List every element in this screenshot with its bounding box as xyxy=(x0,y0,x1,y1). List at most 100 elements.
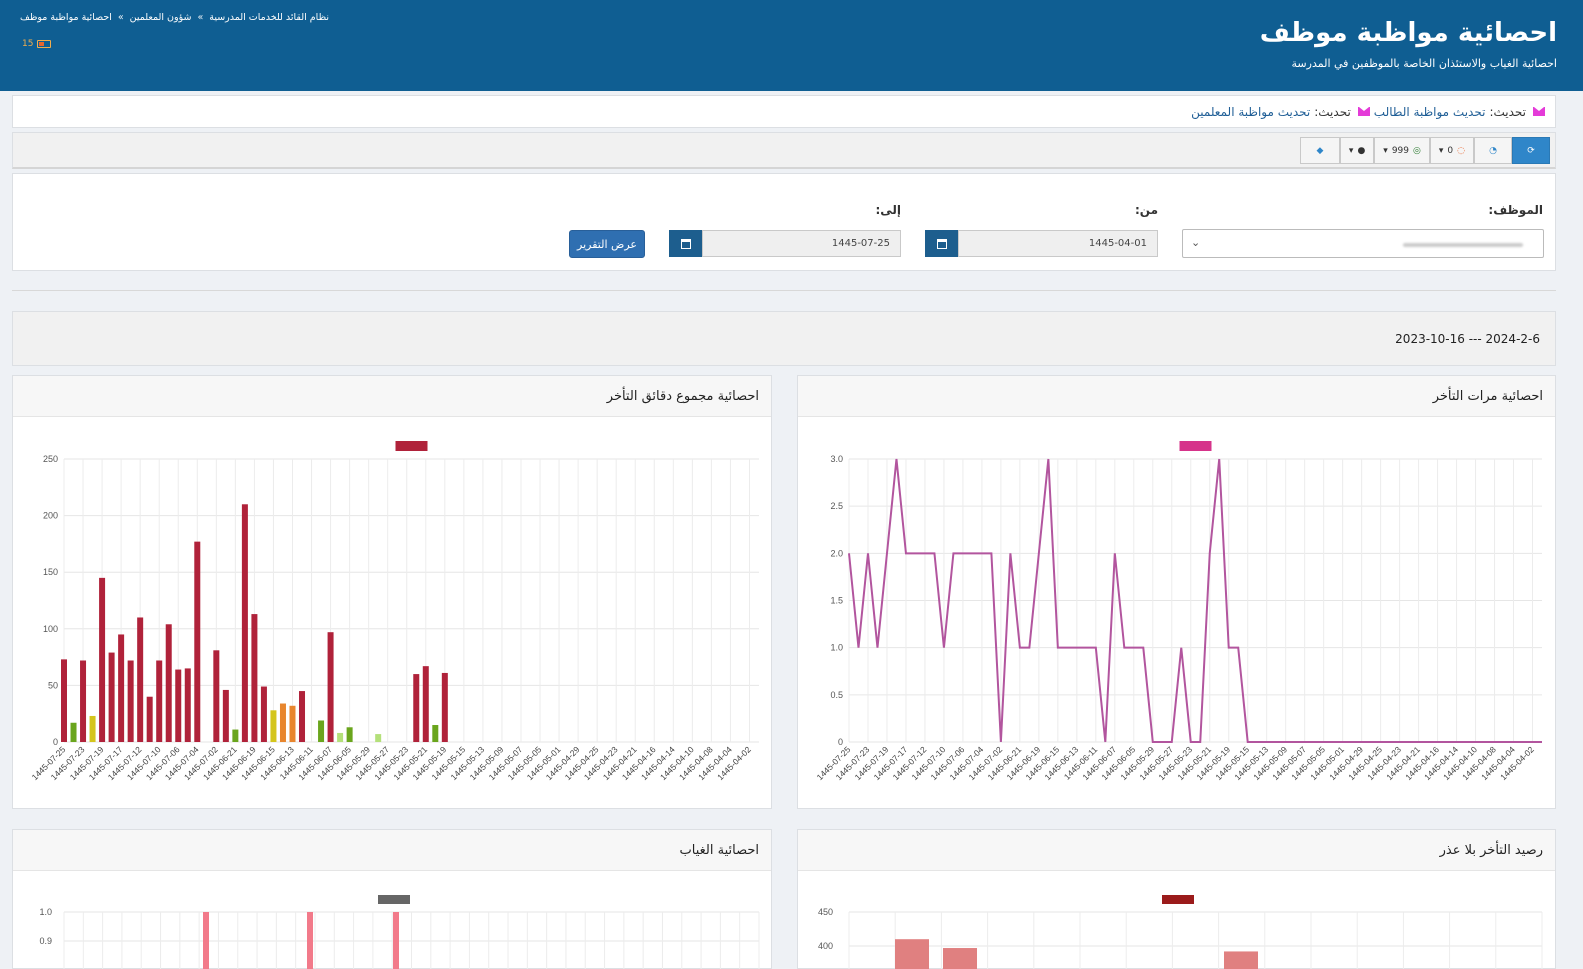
bar xyxy=(289,705,296,742)
caret-down-icon: ▾ xyxy=(1383,145,1388,156)
envelope-icon xyxy=(1357,107,1370,116)
page-title: احصائية مواظبة موظف xyxy=(1259,18,1557,48)
tag-button[interactable]: ◆ xyxy=(1299,137,1340,164)
absence-chart-title: احصائية الغياب xyxy=(13,830,771,871)
date-range-text: 2023-10-16 --- 2024-2-6 xyxy=(1395,332,1540,346)
messages-count: 0 xyxy=(1447,145,1454,156)
y-tick-label: 0.5 xyxy=(830,690,843,700)
messages-button[interactable]: ◌ 0 ▾ xyxy=(1429,137,1474,164)
late-minutes-chart: 0501001502002501445-07-251445-07-231445-… xyxy=(30,441,759,782)
bar xyxy=(61,659,67,742)
whatsapp-count: 999 xyxy=(1391,145,1410,156)
update-prefix: تحديث: xyxy=(1314,104,1351,119)
breadcrumb-item-teachers[interactable]: شؤون المعلمين xyxy=(129,12,192,23)
y-tick-label: 2.0 xyxy=(830,548,843,558)
late-minutes-chart-title: احصائية مجموع دقائق التأخر xyxy=(13,376,771,417)
bar xyxy=(943,948,977,969)
bar xyxy=(251,614,258,742)
bar xyxy=(413,674,420,742)
bar xyxy=(337,732,344,742)
bar xyxy=(118,634,125,742)
breadcrumb-item-current: احصائية مواظبة موظف xyxy=(20,12,112,23)
bar xyxy=(203,912,209,969)
bar xyxy=(80,660,87,742)
breadcrumb: نظام القائد للخدمات المدرسية » شؤون المع… xyxy=(20,12,329,23)
dashboard-icon: ◔ xyxy=(1489,145,1497,156)
bar xyxy=(156,660,163,742)
legend-swatch xyxy=(395,441,428,451)
battery-icon xyxy=(37,40,52,48)
user-menu-button[interactable]: ● ▾ xyxy=(1339,137,1375,164)
update-teacher-attendance-link[interactable]: تحديث مواظبة المعلمين xyxy=(1191,104,1311,119)
absence-chart-panel: احصائية الغياب 0.9 1.0 xyxy=(12,829,772,969)
update-prefix: تحديث: xyxy=(1489,104,1526,119)
y-tick-label: 400 xyxy=(818,941,833,951)
legend-swatch xyxy=(378,895,410,904)
from-label: من: xyxy=(1134,203,1158,217)
y-tick-label: 1.0 xyxy=(39,907,52,917)
envelope-icon xyxy=(1533,107,1545,116)
caret-down-icon: ▾ xyxy=(1438,145,1444,156)
y-tick-label: 100 xyxy=(43,624,58,634)
bar xyxy=(393,912,399,969)
y-tick-label: 150 xyxy=(43,567,58,577)
y-tick-label: 450 xyxy=(818,907,833,917)
late-count-chart-title: احصائية مرات التأخر xyxy=(798,376,1555,417)
refresh-button[interactable]: ⟳ xyxy=(1512,137,1550,164)
bar xyxy=(137,617,144,742)
y-tick-label: 0 xyxy=(838,737,843,747)
bar xyxy=(213,650,220,742)
battery-indicator: 15 xyxy=(22,39,52,49)
caret-down-icon: ▾ xyxy=(1348,145,1354,156)
bar xyxy=(146,696,153,742)
to-date-input[interactable]: 1445-07-25 xyxy=(702,230,901,257)
comment-icon: ◌ xyxy=(1457,145,1465,156)
breadcrumb-item-system[interactable]: نظام القائد للخدمات المدرسية xyxy=(209,12,330,23)
refresh-icon: ⟳ xyxy=(1527,145,1535,156)
page-header: احصائية مواظبة موظف احصائية الغياب والاس… xyxy=(0,0,1583,91)
late-count-chart-panel: احصائية مرات التأخر 0 0.5 1.0 1.5 2.0 2.5 3.0 1… xyxy=(797,375,1556,809)
tag-icon: ◆ xyxy=(1316,145,1324,156)
late-count-chart: 00.51.01.52.02.53.01445-07-251445-07-231… xyxy=(815,441,1542,782)
y-tick-label: 2.5 xyxy=(830,501,843,511)
bar xyxy=(222,689,229,742)
bar xyxy=(184,668,191,742)
unexcused-balance-chart-title: رصيد التأخر بلا عذر xyxy=(798,830,1555,871)
to-calendar-button[interactable] xyxy=(669,230,702,257)
whatsapp-button[interactable]: ◎ 999 ▾ xyxy=(1374,137,1430,164)
whatsapp-icon: ◎ xyxy=(1413,145,1421,156)
calendar-icon xyxy=(680,238,691,249)
y-tick-label: 1.5 xyxy=(830,596,843,606)
from-date-input[interactable]: 1445-04-01 xyxy=(958,230,1158,257)
update-student-attendance-link[interactable]: تحديث مواظبة الطالب xyxy=(1373,104,1486,119)
y-tick-label: 1.0 xyxy=(830,643,843,653)
y-tick-label: 50 xyxy=(48,680,58,690)
breadcrumb-separator-icon: » xyxy=(117,12,124,23)
bar xyxy=(432,725,439,742)
y-tick-label: 0 xyxy=(53,737,58,747)
page-subtitle: احصائية الغياب والاستئذان الخاصة بالموظف… xyxy=(1291,57,1557,70)
y-tick-label: 0.9 xyxy=(39,936,52,946)
to-label: إلى: xyxy=(875,203,901,217)
toolbar-button-group: ⟳ ◔ ◌ 0 ▾ ◎ 999 ▾ ● ▾ ◆ xyxy=(1299,137,1550,164)
bar xyxy=(89,715,96,742)
bar xyxy=(241,504,248,742)
from-calendar-button[interactable] xyxy=(925,230,958,257)
absence-chart: 0.9 1.0 xyxy=(39,895,760,969)
employee-label: الموظف: xyxy=(1488,203,1543,217)
user-icon: ● xyxy=(1357,145,1366,156)
bar xyxy=(270,710,277,742)
employee-name-redacted xyxy=(1403,243,1523,247)
dashboard-button[interactable]: ◔ xyxy=(1474,137,1512,164)
bar xyxy=(307,912,313,969)
legend-swatch xyxy=(1162,895,1194,904)
breadcrumb-separator-icon: » xyxy=(197,12,204,23)
show-report-button[interactable]: عرض التقرير xyxy=(569,230,645,258)
legend-swatch xyxy=(1179,441,1212,451)
date-range-panel: 2023-10-16 --- 2024-2-6 xyxy=(12,311,1556,366)
y-tick-label: 200 xyxy=(43,511,58,521)
series-line xyxy=(848,458,1542,743)
y-tick-label: 250 xyxy=(43,454,58,464)
bar xyxy=(165,624,172,742)
employee-select[interactable]: ⌄ xyxy=(1182,229,1544,258)
